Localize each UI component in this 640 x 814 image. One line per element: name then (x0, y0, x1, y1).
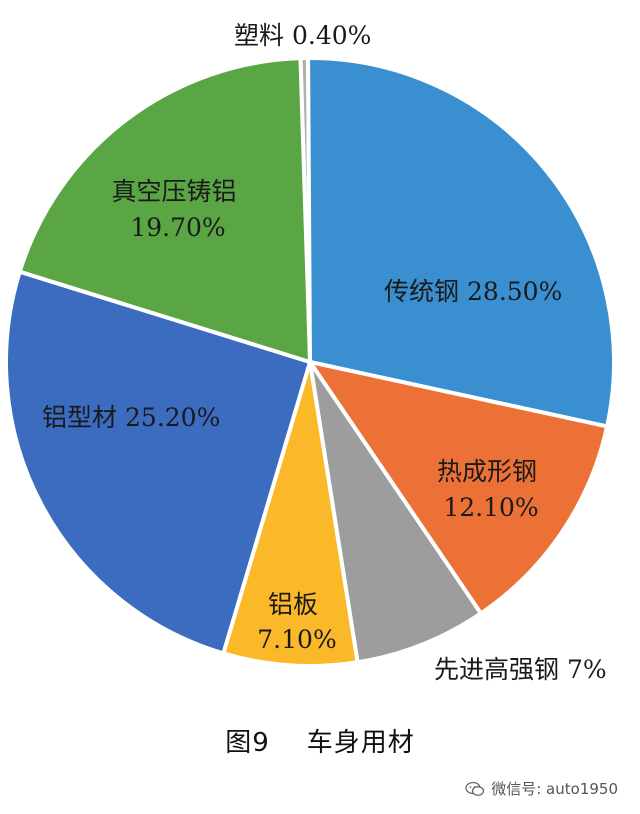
label-advanced-high-strength-steel: 先进高强钢 7% (434, 655, 607, 684)
figure-title: 车身用材 (306, 728, 415, 758)
label-traditional-steel: 传统钢 28.50% (384, 277, 562, 306)
wechat-icon (465, 781, 485, 796)
pie-slices (4, 56, 616, 668)
pie-labels: 塑料 0.40% 传统钢 28.50% 热成形钢 12.10% 先进高强钢 7% 铝板… (42, 21, 607, 684)
label-vacuum-die-cast-aluminum: 真空压铸铝 19.70% (112, 177, 245, 242)
pie-slice-aluminum-sheet (221, 360, 360, 668)
pie-slice-vacuum-die-cast-aluminum (17, 56, 312, 364)
pie-chart: 塑料 0.40% 传统钢 28.50% 热成形钢 12.10% 先进高强钢 7% 铝板… (4, 21, 616, 684)
pie-slice-aluminum-profile (4, 269, 312, 656)
label-hot-formed-steel: 热成形钢 12.10% (437, 457, 545, 522)
label-aluminum-profile: 铝型材 25.20% (42, 403, 220, 432)
figure-caption: 图9 车身用材 (0, 722, 640, 759)
watermark: 微信号: auto1950 (465, 778, 618, 799)
figure-number: 图9 (225, 728, 270, 758)
label-plastic: 塑料 0.40% (234, 21, 371, 50)
label-aluminum-sheet: 铝板 7.10% (257, 590, 336, 654)
pie-slice-traditional-steel (306, 56, 616, 429)
pie-slice-hot-formed-steel (308, 360, 610, 616)
pie-slice-advanced-high-strength-steel (308, 360, 483, 665)
watermark-text: 微信号: auto1950 (491, 780, 618, 798)
